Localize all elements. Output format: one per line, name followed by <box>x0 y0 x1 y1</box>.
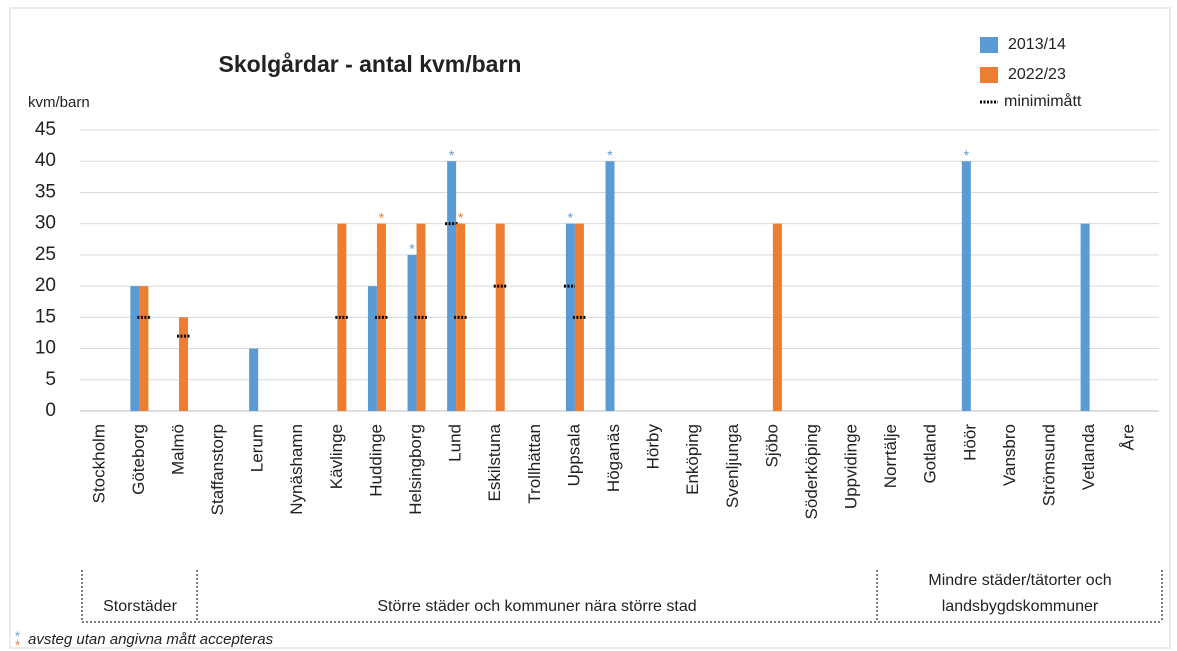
bar <box>249 348 259 411</box>
bar <box>605 161 615 411</box>
bar <box>130 286 140 411</box>
flag: * <box>409 241 415 257</box>
x-tick-label: Lund <box>446 424 465 462</box>
bar <box>1080 223 1090 411</box>
x-tick-label: Eskilstuna <box>485 423 504 501</box>
footnote-symbol: * <box>15 628 20 643</box>
x-tick-label: Huddinge <box>366 424 385 497</box>
x-tick-label: Uppvidinge <box>842 424 861 509</box>
bar <box>565 223 575 411</box>
flag: * <box>449 147 455 163</box>
flag: * <box>458 209 464 225</box>
x-tick-label: Nynäshamn <box>287 424 306 515</box>
x-tick-label: Trollhättan <box>525 424 544 504</box>
x-tick-label: Lerum <box>248 424 267 472</box>
x-tick-label: Norrtälje <box>881 424 900 488</box>
y-tick-label: 25 <box>35 244 56 265</box>
x-tick-label: Vansbro <box>1000 424 1019 486</box>
footnote: avsteg utan angivna mått accepteras <box>28 631 274 648</box>
x-tick-label: Sjöbo <box>762 424 781 467</box>
legend-swatch <box>980 37 998 53</box>
y-tick-label: 45 <box>35 119 56 140</box>
bar <box>456 223 466 411</box>
x-tick-label: Göteborg <box>129 424 148 495</box>
y-axis-label: kvm/barn <box>28 94 90 111</box>
y-tick-label: 5 <box>45 369 56 390</box>
group-separators <box>81 570 1163 623</box>
bar <box>416 223 426 411</box>
legend-label: 2022/23 <box>1008 66 1066 83</box>
bar <box>495 223 505 411</box>
group-label: Storstäder <box>103 598 177 615</box>
x-tick-label: Svenljunga <box>723 423 742 508</box>
legend-label: minimimått <box>1004 92 1082 110</box>
x-tick-label: Strömsund <box>1040 424 1059 506</box>
flag: * <box>379 209 385 225</box>
x-tick-label: Söderköping <box>802 424 821 519</box>
y-tick-label: 20 <box>35 275 56 296</box>
y-tick-label: 30 <box>35 213 56 234</box>
group-label: landsbygdskommuner <box>942 598 1099 615</box>
chart-title: Skolgårdar - antal kvm/barn <box>219 51 522 77</box>
x-tick-label: Hörby <box>644 424 663 470</box>
bar <box>178 317 188 411</box>
footnote-symbol: * <box>15 637 20 651</box>
bar <box>367 286 377 411</box>
bar <box>139 286 149 411</box>
legend-label: 2013/14 <box>1008 36 1066 53</box>
y-tick-label: 15 <box>35 306 56 327</box>
x-tick-label: Höganäs <box>604 424 623 492</box>
y-tick-label: 0 <box>45 400 56 421</box>
x-tick-label: Enköping <box>683 424 702 495</box>
bar <box>447 161 457 411</box>
x-tick-label: Helsingborg <box>406 424 425 515</box>
x-tick-label: Åre <box>1119 424 1138 450</box>
flag: * <box>568 209 574 225</box>
y-tick-label: 10 <box>35 338 56 359</box>
bar <box>961 161 971 411</box>
x-tick-label: Gotland <box>921 424 940 484</box>
x-tick-label: Höör <box>960 424 979 461</box>
group-label: Mindre städer/tätorter och <box>928 572 1111 589</box>
bar <box>772 223 782 411</box>
x-tick-label: Vetlanda <box>1079 423 1098 490</box>
frame <box>9 7 1171 649</box>
x-tick-label: Kävlinge <box>327 424 346 489</box>
flag: * <box>964 147 970 163</box>
y-tick-label: 40 <box>35 150 56 171</box>
bar <box>337 223 347 411</box>
y-tick-label: 35 <box>35 181 56 202</box>
legend-swatch <box>980 67 998 83</box>
bar <box>574 223 584 411</box>
x-tick-label: Staffanstorp <box>208 424 227 515</box>
bar <box>376 223 386 411</box>
x-tick-label: Uppsala <box>564 423 583 486</box>
x-tick-label: Malmö <box>168 424 187 475</box>
x-tick-label: Stockholm <box>89 424 108 503</box>
bar <box>407 254 417 411</box>
flag: * <box>607 147 613 163</box>
group-label: Större städer och kommuner nära större s… <box>377 598 696 615</box>
